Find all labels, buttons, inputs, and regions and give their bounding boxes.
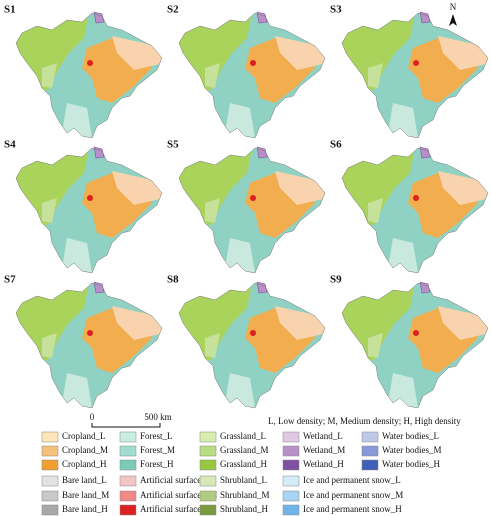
legend-swatch — [282, 475, 300, 487]
north-label: N — [450, 2, 457, 12]
map — [175, 278, 330, 413]
legend-swatch — [199, 445, 217, 457]
legend-swatch — [119, 490, 137, 502]
legend-swatch — [199, 475, 217, 487]
legend-swatch — [41, 445, 59, 457]
legend-swatch — [119, 475, 137, 487]
legend-swatch — [199, 504, 217, 516]
map-panel: S1 — [4, 4, 167, 143]
legend-swatch — [199, 459, 217, 471]
legend-swatch — [199, 431, 217, 443]
north-arrow: N — [449, 2, 457, 26]
legend-label: Shrubland_H — [220, 504, 268, 514]
scale-end: 500 km — [144, 412, 171, 422]
legend-label: Water bodies_L — [382, 431, 439, 441]
map-panel: S8 — [167, 274, 330, 413]
legend: Cropland_L Cropland_M Cropland_H Bare land_… — [41, 431, 442, 516]
legend-swatch — [361, 459, 379, 471]
map — [175, 8, 330, 143]
scale-bar: 0 500 km — [90, 412, 172, 428]
panel-label: S9 — [330, 274, 342, 286]
panel-label: S6 — [330, 139, 342, 151]
legend-swatch — [119, 459, 137, 471]
legend-label: Water bodies_M — [382, 445, 442, 455]
legend-label: Ice and permanent snow_M — [303, 490, 403, 500]
legend-swatch — [41, 431, 59, 443]
scale-start: 0 — [90, 412, 95, 422]
map-panel: S9 — [330, 274, 491, 413]
legend-swatch — [282, 504, 300, 516]
legend-label: Shrubland_L — [220, 475, 267, 485]
legend-label: Artificial surfaces_L — [140, 475, 215, 485]
map — [12, 143, 167, 278]
legend-label: Forest_H — [140, 459, 174, 469]
legend-swatch — [282, 459, 300, 471]
legend-label: Cropland_H — [62, 459, 107, 469]
legend-label: Bare land_L — [62, 475, 107, 485]
panel-label: S7 — [4, 274, 16, 286]
map — [338, 143, 491, 278]
legend-label: Ice and permanent snow_H — [303, 504, 402, 514]
panel-label: S3 — [330, 4, 342, 16]
legend-swatch — [119, 445, 137, 457]
legend-label: Forest_M — [140, 445, 175, 455]
map-panel: S5 — [167, 139, 330, 278]
legend-label: Bare land_M — [62, 490, 109, 500]
legend-swatch — [361, 431, 379, 443]
map — [338, 8, 491, 143]
map-panel: S6 — [330, 139, 491, 278]
legend-label: Wetland_H — [303, 459, 344, 469]
legend-swatch — [361, 445, 379, 457]
legend-swatch — [41, 475, 59, 487]
map-panel: S7 — [4, 274, 167, 413]
legend-swatch — [282, 445, 300, 457]
legend-label: Wetland_L — [303, 431, 343, 441]
map-panel: S4 — [4, 139, 167, 278]
legend-swatch — [119, 431, 137, 443]
legend-label: Grassland_M — [220, 445, 269, 455]
legend-label: Cropland_L — [62, 431, 106, 441]
map — [175, 143, 330, 278]
panel-label: S2 — [167, 4, 179, 16]
map — [338, 278, 491, 413]
panel-label: S8 — [167, 274, 179, 286]
legend-label: Forest_L — [140, 431, 173, 441]
legend-swatch — [41, 490, 59, 502]
legend-label: Bare land_H — [62, 504, 108, 514]
legend-swatch — [119, 504, 137, 516]
panel-label: S5 — [167, 139, 179, 151]
legend-label: Artificial surfaces_H — [140, 504, 216, 514]
legend-label: Shrubland_M — [220, 490, 270, 500]
legend-label: Grassland_L — [220, 431, 266, 441]
map — [12, 8, 167, 143]
legend-swatch — [41, 459, 59, 471]
map-panel: S3 — [330, 4, 491, 143]
legend-note: L, Low density; M, Medium density; H, Hi… — [268, 416, 461, 426]
legend-swatch — [41, 504, 59, 516]
panel-label: S4 — [4, 139, 16, 151]
legend-label: Cropland_M — [62, 445, 108, 455]
panels: S1 S2 S3 S4 S5 S6 S7 S8 S9 — [4, 4, 491, 413]
map-panel: S2 — [167, 4, 330, 143]
legend-swatch — [282, 490, 300, 502]
legend-label: Artificial surfaces_M — [140, 490, 217, 500]
panel-label: S1 — [4, 4, 16, 16]
legend-swatch — [282, 431, 300, 443]
legend-label: Ice and permanent snow_L — [303, 475, 401, 485]
legend-label: Water bodies_H — [382, 459, 441, 469]
legend-label: Wetland_M — [303, 445, 345, 455]
legend-swatch — [199, 490, 217, 502]
legend-label: Grassland_H — [220, 459, 267, 469]
map — [12, 278, 167, 413]
